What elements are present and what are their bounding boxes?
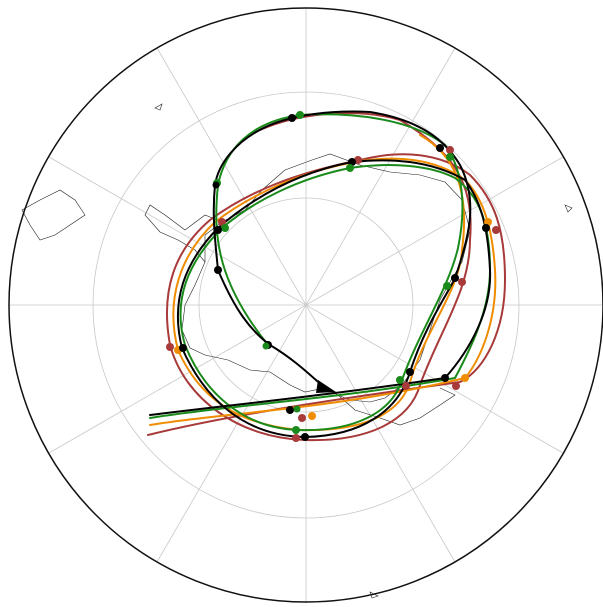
marker	[179, 344, 187, 352]
marker	[346, 164, 354, 172]
map-border	[8, 7, 603, 603]
marker	[262, 342, 270, 350]
marker	[406, 368, 414, 376]
marker	[308, 412, 316, 420]
marker	[293, 405, 301, 413]
ice-shelf-coast	[337, 387, 456, 426]
antarctica-coast	[181, 153, 471, 403]
marker	[461, 374, 469, 382]
marker	[482, 224, 490, 232]
marker	[441, 374, 449, 382]
graticule	[9, 8, 603, 602]
marker	[396, 376, 404, 384]
trajectory-red	[147, 112, 506, 442]
marker	[212, 181, 220, 189]
marker	[458, 278, 466, 286]
marker	[221, 224, 229, 232]
peninsula-coast	[144, 204, 223, 263]
marker	[286, 406, 294, 414]
marker	[451, 274, 459, 282]
marker	[292, 434, 300, 442]
marker	[452, 382, 460, 390]
marker	[446, 153, 454, 161]
marker	[446, 146, 454, 154]
trajectory-arrow	[316, 380, 336, 393]
marker	[402, 382, 410, 390]
marker	[492, 226, 500, 234]
marker	[296, 111, 304, 119]
marker	[301, 433, 309, 441]
trajectory-markers	[166, 111, 500, 442]
meridian	[48, 156, 564, 454]
marker	[288, 114, 296, 122]
marker	[214, 226, 222, 234]
marker	[214, 266, 222, 274]
marker	[436, 144, 444, 152]
trajectories	[147, 110, 506, 442]
trajectory-orange	[149, 134, 497, 432]
south-america-coast	[21, 189, 86, 241]
marker	[443, 282, 451, 290]
marker	[292, 426, 300, 434]
marker	[166, 343, 174, 351]
marker	[298, 414, 306, 422]
marker	[218, 218, 226, 226]
